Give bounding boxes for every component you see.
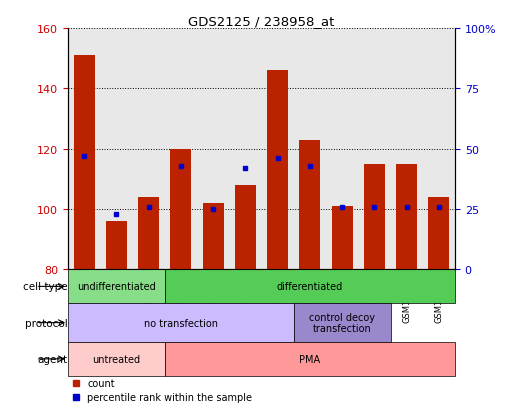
Text: percentile rank within the sample: percentile rank within the sample xyxy=(87,392,252,403)
Text: protocol: protocol xyxy=(25,318,68,328)
Text: count: count xyxy=(87,378,115,388)
Text: control decoy
transfection: control decoy transfection xyxy=(309,312,375,334)
Bar xyxy=(428,197,449,270)
Bar xyxy=(170,150,191,270)
Bar xyxy=(165,342,455,376)
Text: untreated: untreated xyxy=(92,354,141,364)
Title: GDS2125 / 238958_at: GDS2125 / 238958_at xyxy=(188,15,335,28)
Bar xyxy=(294,304,391,342)
Bar xyxy=(396,164,417,270)
Bar xyxy=(138,197,159,270)
Text: differentiated: differentiated xyxy=(277,282,343,292)
Bar xyxy=(235,185,256,270)
Bar xyxy=(68,304,294,342)
Text: no transfection: no transfection xyxy=(144,318,218,328)
Bar xyxy=(267,71,288,270)
Bar xyxy=(332,206,353,270)
Bar xyxy=(299,140,321,270)
Bar xyxy=(106,222,127,270)
Text: undifferentiated: undifferentiated xyxy=(77,282,156,292)
Text: PMA: PMA xyxy=(299,354,321,364)
Text: cell type: cell type xyxy=(24,282,68,292)
Bar xyxy=(68,270,165,304)
Bar xyxy=(74,56,95,270)
Bar xyxy=(202,204,224,270)
Bar xyxy=(364,164,385,270)
Bar xyxy=(165,270,455,304)
Bar xyxy=(68,342,165,376)
Text: agent: agent xyxy=(38,354,68,364)
